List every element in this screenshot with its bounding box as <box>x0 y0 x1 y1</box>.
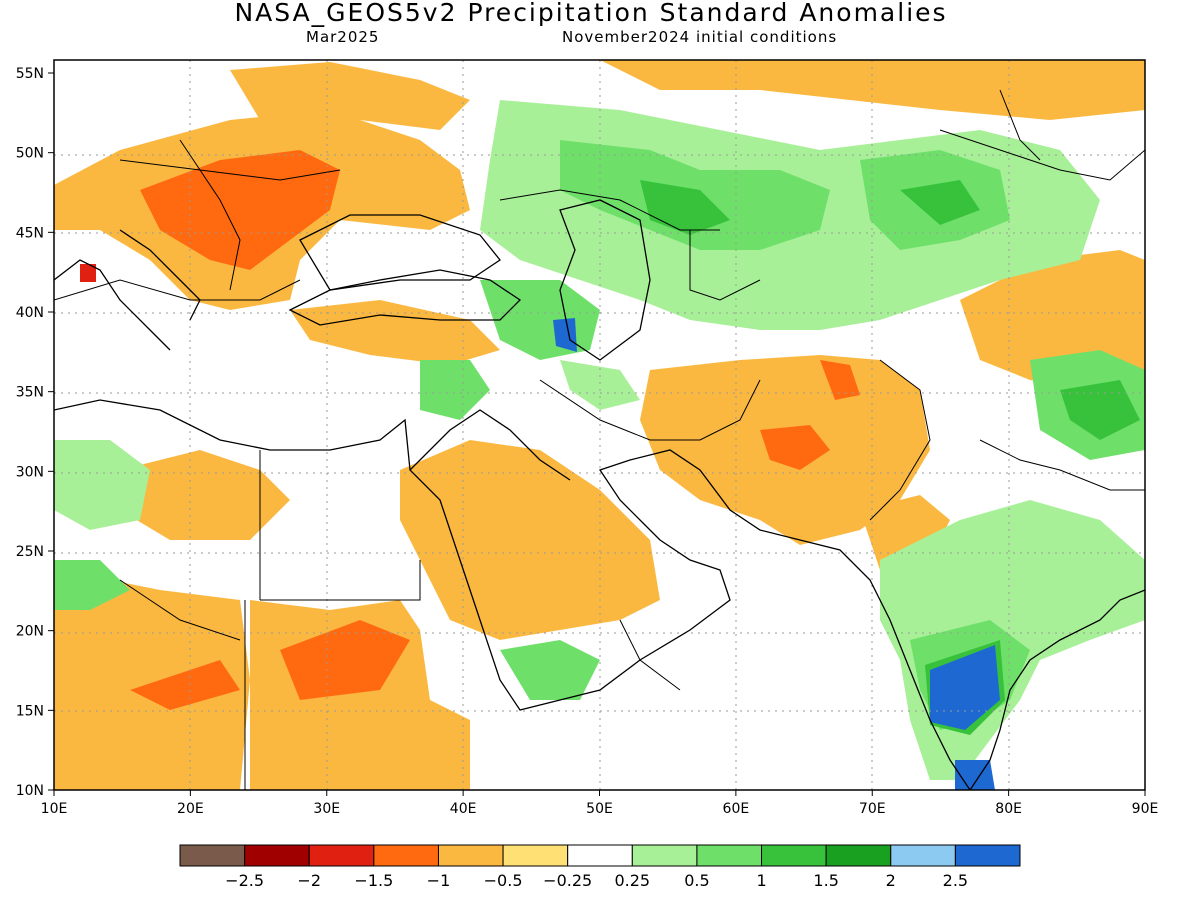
latitude-axis: 10N 15N 20N 25N 30N 35N 40N 45N 50N 55N <box>16 66 54 799</box>
lon-tick-label: 20E <box>177 801 204 817</box>
colorbar-swatch <box>437 844 504 867</box>
colorbar <box>179 844 1021 867</box>
lat-tick-label: 35N <box>16 385 44 401</box>
colorbar-label: 2 <box>886 871 896 890</box>
colorbar-swatch <box>244 844 310 867</box>
colorbar-swatch <box>825 844 892 867</box>
anomaly-region-afghanistan-core <box>760 425 830 470</box>
lat-tick-label: 50N <box>16 146 44 162</box>
lon-tick-label: 30E <box>313 801 340 817</box>
anomaly-region-west-africa-sahel <box>54 560 130 610</box>
anomaly-region-iraq <box>560 360 640 410</box>
lat-tick-label: 10N <box>16 783 44 799</box>
map-title: NASA_GEOS5v2 Precipitation Standard Anom… <box>234 0 948 27</box>
anomaly-region-xinjiang-core <box>900 180 980 225</box>
colorbar-swatch <box>308 844 375 867</box>
colorbar-label: 0.25 <box>614 871 650 890</box>
colorbar-labels: −2.5 −2 −1.5 −1 −0.5 −0.25 0.25 0.5 1 1.5 2 2.5 <box>225 871 968 890</box>
anomaly-region-sahara <box>120 450 290 540</box>
colorbar-swatch <box>954 844 1021 867</box>
lat-tick-label: 40N <box>16 305 44 321</box>
initial-conditions: November2024 initial conditions <box>562 28 838 46</box>
lon-tick-label: 50E <box>586 801 613 817</box>
colorbar-label: −2.5 <box>225 871 264 890</box>
colorbar-label: −2 <box>297 871 321 890</box>
colorbar-label: −1.5 <box>354 871 393 890</box>
lon-tick-label: 80E <box>995 801 1022 817</box>
lat-tick-label: 20N <box>16 624 44 640</box>
colorbar-label: 2.5 <box>943 871 968 890</box>
lon-tick-label: 70E <box>859 801 886 817</box>
lat-tick-label: 15N <box>16 703 44 719</box>
anomaly-region-ethiopia <box>500 640 600 700</box>
anomaly-region-caspian-blue <box>553 318 577 352</box>
anomaly-region-tarim-core <box>1060 380 1140 440</box>
anomaly-region-levant <box>420 360 490 420</box>
lon-tick-label: 90E <box>1132 801 1159 817</box>
anomaly-region-arabia <box>400 440 660 640</box>
colorbar-swatch <box>696 844 763 867</box>
colorbar-label: 1 <box>756 871 766 890</box>
anomaly-region-turkey <box>290 300 500 365</box>
anomaly-region-india-tip <box>955 760 995 790</box>
lat-tick-label: 25N <box>16 544 44 560</box>
colorbar-swatch <box>631 844 698 867</box>
anomaly-region-afghanistan-north <box>820 360 860 400</box>
lat-tick-label: 55N <box>16 66 44 82</box>
lat-tick-label: 45N <box>16 225 44 241</box>
lon-tick-label: 60E <box>723 801 750 817</box>
anomaly-region-north-europe <box>230 62 470 130</box>
colorbar-swatch <box>567 844 633 867</box>
colorbar-swatch <box>890 844 956 867</box>
anomaly-region-sudan-core <box>280 620 410 700</box>
coastlines <box>54 199 1145 790</box>
anomaly-region-north-africa-west <box>54 440 150 530</box>
colorbar-swatch <box>761 844 827 867</box>
political-borders <box>54 89 1145 790</box>
colorbar-label: −1 <box>427 871 451 890</box>
colorbar-swatch <box>373 844 439 867</box>
colorbar-label: −0.5 <box>484 871 523 890</box>
colorbar-label: 0.5 <box>684 871 709 890</box>
colorbar-swatch <box>502 844 569 867</box>
lat-tick-label: 30N <box>16 464 44 480</box>
longitude-axis: 10E 20E 30E 40E 50E 60E 70E 80E 90E <box>41 790 1159 817</box>
colorbar-label: −0.25 <box>543 871 592 890</box>
colorbar-label: 1.5 <box>813 871 838 890</box>
lon-tick-label: 10E <box>41 801 68 817</box>
anomaly-region-india-max <box>930 645 1000 730</box>
anomaly-region-chad-core <box>130 660 240 710</box>
forecast-month: Mar2025 <box>306 28 380 46</box>
lon-tick-label: 40E <box>450 801 477 817</box>
anomaly-region-alps-red <box>80 264 96 282</box>
colorbar-swatch <box>179 844 246 867</box>
